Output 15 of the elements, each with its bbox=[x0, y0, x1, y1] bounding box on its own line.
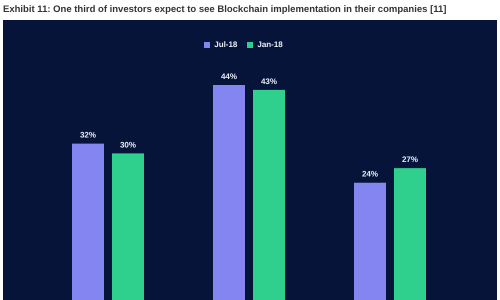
data-label: 30% bbox=[120, 140, 136, 150]
legend-label: Jul-18 bbox=[214, 40, 238, 49]
bar bbox=[213, 85, 245, 300]
bar bbox=[354, 182, 386, 300]
bar bbox=[394, 168, 426, 300]
data-label: 32% bbox=[80, 130, 96, 140]
data-label: 24% bbox=[362, 170, 378, 179]
data-label: 44% bbox=[220, 72, 238, 81]
bar bbox=[253, 90, 285, 300]
legend-label: Jan-18 bbox=[257, 40, 283, 49]
data-label: 43% bbox=[260, 76, 278, 86]
bar bbox=[72, 144, 104, 300]
chart-title: Exhibit 11: One third of investors expect to see Blockchain implementation in their companies [11] bbox=[2, 3, 448, 17]
data-label: 27% bbox=[402, 155, 418, 164]
bar bbox=[112, 153, 144, 300]
